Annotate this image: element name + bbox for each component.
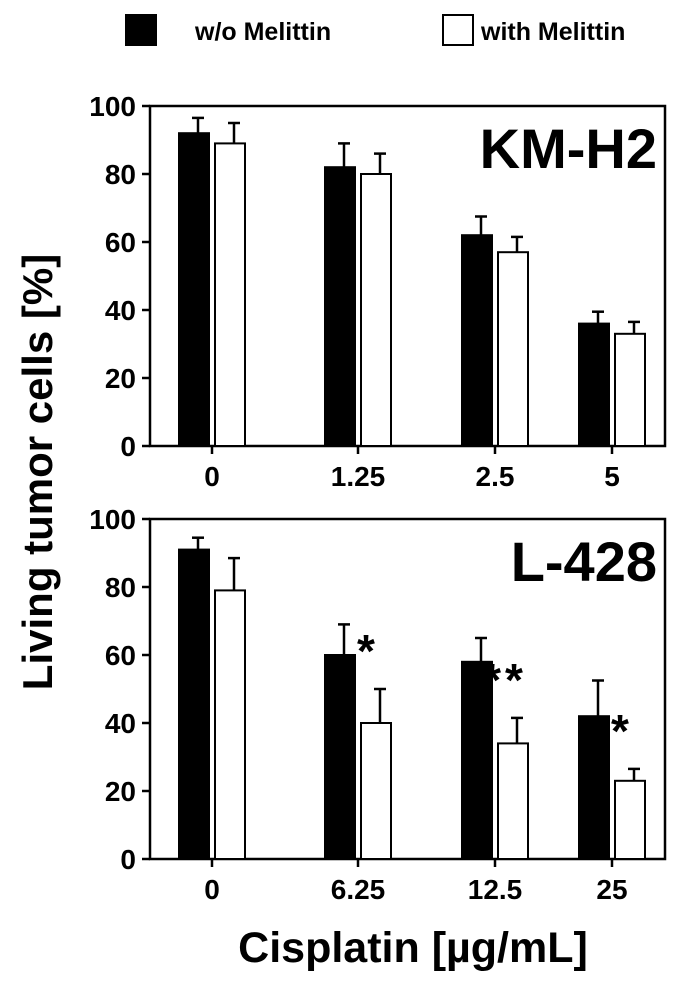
bar-without-melittin (178, 548, 210, 860)
x-tick-label: 2.5 (476, 461, 515, 492)
bar-without-melittin (178, 132, 210, 447)
bar-with-melittin (360, 722, 392, 860)
significance-marker: * (357, 625, 379, 677)
y-tick-label: 20 (105, 776, 136, 807)
bar-without-melittin (461, 660, 493, 860)
bar-without-melittin (461, 234, 493, 447)
plot-frame (148, 517, 667, 861)
x-tick-label: 25 (596, 874, 627, 905)
legend-label-without-melittin: w/o Melittin (194, 18, 331, 46)
panel-label: KM-H2 (480, 117, 657, 180)
bar-with-melittin (497, 251, 529, 447)
y-axis-label: Living tumor cells [%] (14, 254, 61, 690)
y-tick-label: 80 (105, 159, 136, 190)
plot-frame (148, 104, 667, 448)
y-tick-label: 0 (120, 844, 136, 875)
legend-swatch-without-melittin (125, 14, 157, 46)
bar-with-melittin (360, 173, 392, 447)
y-tick-label: 80 (105, 572, 136, 603)
x-tick-label: 0 (204, 461, 220, 492)
significance-marker: * (611, 705, 633, 757)
legend-label-with-melittin: with Melittin (480, 18, 625, 46)
bar-without-melittin (324, 166, 356, 447)
y-tick-label: 20 (105, 363, 136, 394)
y-tick-label: 40 (105, 295, 136, 326)
y-tick-label: 60 (105, 227, 136, 258)
bar-without-melittin (578, 715, 610, 861)
legend: w/o Melittin with Melittin (125, 14, 625, 46)
x-tick-label: 12.5 (468, 874, 523, 905)
bar-with-melittin (614, 332, 646, 447)
x-tick-label: 6.25 (331, 874, 386, 905)
panel-l-428: 0 20 40 60 80 100 L-428 0 6.25 * 12.5 ** 25 * (89, 504, 667, 905)
bar-without-melittin (578, 322, 610, 448)
panel-label: L-428 (511, 530, 657, 593)
x-tick-label: 1.25 (331, 461, 386, 492)
y-tick-label: 60 (105, 640, 136, 671)
y-tick-label: 0 (120, 431, 136, 462)
y-tick-label: 100 (89, 91, 136, 122)
bar-with-melittin (214, 589, 246, 861)
bar-with-melittin (214, 142, 246, 447)
bar-without-melittin (324, 654, 356, 860)
significance-marker: ** (483, 654, 527, 706)
x-axis-label: Cisplatin [µg/mL] (238, 924, 588, 972)
y-tick-label: 40 (105, 708, 136, 739)
x-tick-label: 0 (204, 874, 220, 905)
x-tick-label: 5 (604, 461, 620, 492)
panel-km-h2: 0 20 40 60 80 100 KM-H2 0 1.25 2.5 5 (89, 91, 667, 492)
legend-swatch-with-melittin (442, 14, 474, 46)
y-tick-label: 100 (89, 504, 136, 535)
bar-with-melittin (497, 742, 529, 861)
bar-with-melittin (614, 779, 646, 860)
